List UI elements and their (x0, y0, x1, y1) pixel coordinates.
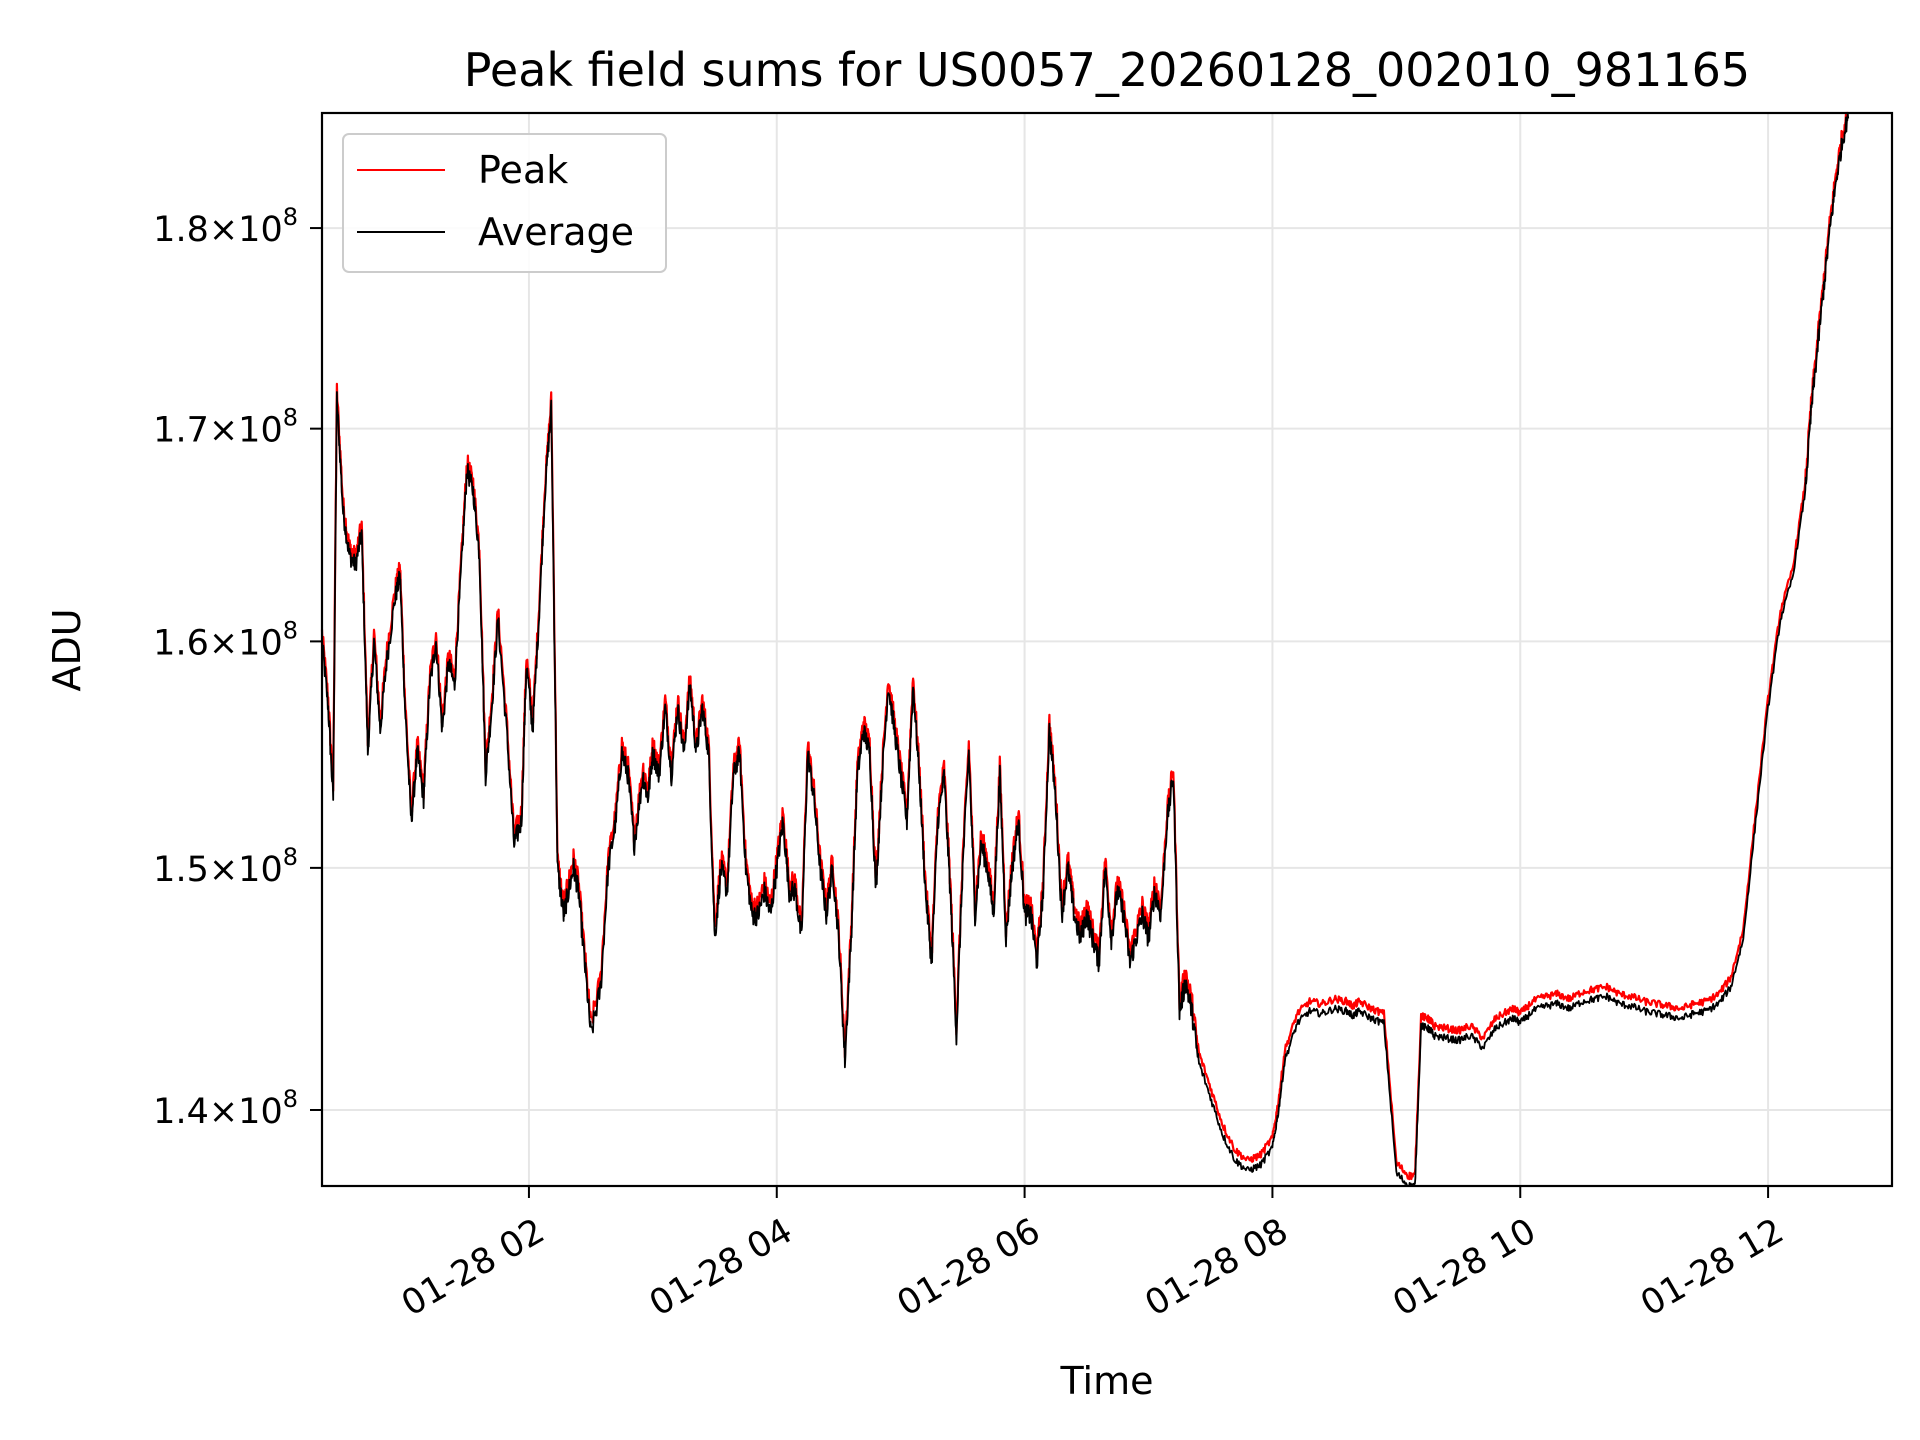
x-axis-label: Time (1060, 1359, 1154, 1403)
legend-label-peak: Peak (478, 148, 568, 192)
y-tick-label: 1.7×108 (153, 404, 298, 451)
series-layer (320, 111, 1850, 1187)
y-tick-label: 1.5×108 (153, 843, 298, 890)
y-tick-label: 1.4×108 (153, 1085, 298, 1132)
y-axis: 1.4×108 1.5×108 1.6×108 1.7×108 1.8×108 (153, 203, 322, 1132)
series-line-average (321, 112, 1850, 1187)
chart-title: Peak field sums for US0057_20260128_0020… (464, 43, 1750, 97)
y-axis-label: ADU (45, 608, 89, 691)
legend: Peak Average (342, 133, 667, 273)
plot-frame (320, 111, 1894, 1188)
legend-box (342, 133, 667, 273)
y-tick-label: 1.6×108 (153, 616, 298, 663)
y-tick-label: 1.8×108 (153, 203, 298, 250)
grid (322, 113, 1892, 1186)
legend-label-average: Average (478, 210, 634, 254)
